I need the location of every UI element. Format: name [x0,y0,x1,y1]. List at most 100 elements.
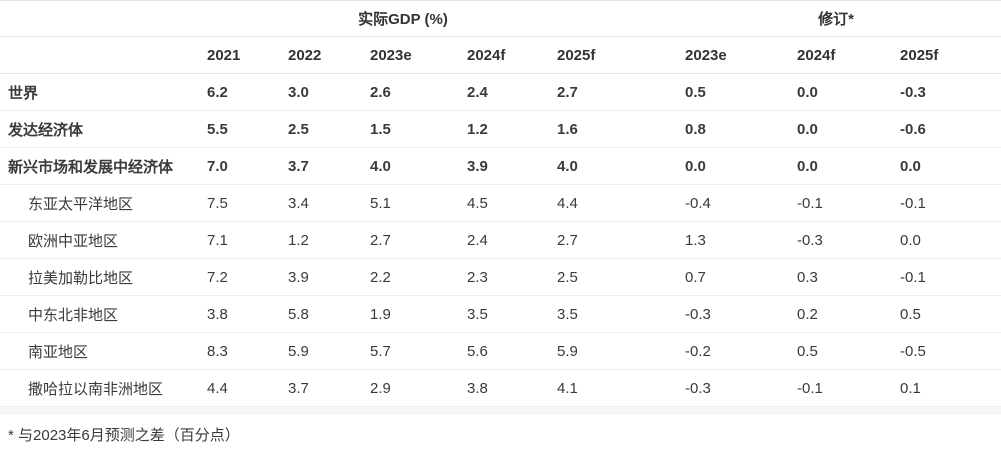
group-header-row: 实际GDP (%) 修订* [0,1,1001,37]
value-cell: 7.5 [207,194,228,212]
value-cell: 2.7 [370,231,391,249]
value-cell: 0.2 [797,305,818,323]
value-cell: -0.3 [685,305,711,323]
value-cell: 2.7 [557,83,578,101]
value-cell: 0.8 [685,120,706,138]
value-cell: 0.0 [797,120,818,138]
table-row: 中东北非地区 3.8 5.8 1.9 3.5 3.5 -0.3 0.2 0.5 [0,296,1001,333]
value-cell: 2.5 [288,120,309,138]
table-row: 世界 6.2 3.0 2.6 2.4 2.7 0.5 0.0 -0.3 [0,74,1001,111]
value-cell: 3.9 [288,268,309,286]
value-cell: 1.2 [288,231,309,249]
value-cell: -0.3 [900,83,926,101]
value-cell: 4.4 [557,194,578,212]
value-cell: 3.7 [288,157,309,175]
year-header-spacer [0,37,207,74]
value-cell: 7.2 [207,268,228,286]
value-cell: 0.0 [685,157,706,175]
row-label: 发达经济体 [8,121,84,139]
value-cell: -0.3 [797,231,823,249]
value-cell: 8.3 [207,342,228,360]
value-cell: 0.5 [797,342,818,360]
value-cell: 1.5 [370,120,391,138]
value-cell: -0.2 [685,342,711,360]
value-cell: 3.7 [288,379,309,397]
group-header-real-gdp: 实际GDP (%) [358,11,448,28]
gdp-forecast-table: 实际GDP (%) 修订* 2021 2022 2023e 2024f 2025f 202… [0,0,1001,407]
row-label: 拉美加勒比地区 [28,269,134,287]
value-cell: 3.0 [288,83,309,101]
value-cell: 3.9 [467,157,488,175]
table-row: 拉美加勒比地区 7.2 3.9 2.2 2.3 2.5 0.7 0.3 -0.1 [0,259,1001,296]
value-cell: 2.4 [467,83,488,101]
value-cell: 0.0 [797,83,818,101]
value-cell: 5.8 [288,305,309,323]
value-cell: 4.4 [207,379,228,397]
value-cell: -0.1 [900,194,926,212]
year-header-5-2023e: 2023e [685,46,727,64]
value-cell: 0.7 [685,268,706,286]
value-cell: 3.8 [207,305,228,323]
table-row: 发达经济体 5.5 2.5 1.5 1.2 1.6 0.8 0.0 -0.6 [0,111,1001,148]
value-cell: 3.8 [467,379,488,397]
value-cell: 2.3 [467,268,488,286]
value-cell: 0.5 [900,305,921,323]
year-header-7-2025f: 2025f [900,46,939,64]
value-cell: 5.9 [557,342,578,360]
group-header-revision: 修订* [818,11,854,28]
value-cell: -0.5 [900,342,926,360]
value-cell: 2.5 [557,268,578,286]
value-cell: 0.0 [797,157,818,175]
divider-band [0,407,1001,415]
table-row: 新兴市场和发展中经济体 7.0 3.7 4.0 3.9 4.0 0.0 0.0 0.0 [0,148,1001,185]
year-header-2-2023e: 2023e [370,46,412,64]
table-row: 东亚太平洋地区 7.5 3.4 5.1 4.5 4.4 -0.4 -0.1 -0.1 [0,185,1001,222]
row-label: 世界 [8,84,39,102]
value-cell: 1.6 [557,120,578,138]
value-cell: -0.1 [797,379,823,397]
row-label: 南亚地区 [28,343,89,361]
value-cell: 5.1 [370,194,391,212]
value-cell: -0.4 [685,194,711,212]
value-cell: 3.5 [557,305,578,323]
value-cell: 2.9 [370,379,391,397]
value-cell: 0.3 [797,268,818,286]
year-header-3-2024f: 2024f [467,46,506,64]
value-cell: 5.5 [207,120,228,138]
value-cell: 1.3 [685,231,706,249]
value-cell: 4.0 [370,157,391,175]
row-label: 中东北非地区 [28,306,119,324]
table-row: 撒哈拉以南非洲地区 4.4 3.7 2.9 3.8 4.1 -0.3 -0.1 0.1 [0,370,1001,407]
value-cell: 0.0 [900,157,921,175]
value-cell: 0.0 [900,231,921,249]
footnote: * 与2023年6月预测之差（百分点） [8,427,240,444]
year-header-6-2024f: 2024f [797,46,836,64]
value-cell: 5.7 [370,342,391,360]
value-cell: 1.9 [370,305,391,323]
value-cell: 5.6 [467,342,488,360]
value-cell: 4.5 [467,194,488,212]
value-cell: 6.2 [207,83,228,101]
row-label: 新兴市场和发展中经济体 [8,158,174,176]
value-cell: 5.9 [288,342,309,360]
value-cell: 2.4 [467,231,488,249]
table-row: 南亚地区 8.3 5.9 5.7 5.6 5.9 -0.2 0.5 -0.5 [0,333,1001,370]
year-header-4-2025f: 2025f [557,46,596,64]
value-cell: 0.1 [900,379,921,397]
group-header-spacer [0,1,207,37]
year-header-row: 2021 2022 2023e 2024f 2025f 2023e 2024f 2025f [0,37,1001,74]
table-row: 欧洲中亚地区 7.1 1.2 2.7 2.4 2.7 1.3 -0.3 0.0 [0,222,1001,259]
value-cell: 1.2 [467,120,488,138]
value-cell: 2.7 [557,231,578,249]
value-cell: 2.2 [370,268,391,286]
value-cell: 7.0 [207,157,228,175]
row-label: 撒哈拉以南非洲地区 [28,380,164,398]
value-cell: -0.1 [900,268,926,286]
value-cell: -0.6 [900,120,926,138]
year-header-1-2022: 2022 [288,46,322,64]
row-label: 欧洲中亚地区 [28,232,119,250]
value-cell: 3.5 [467,305,488,323]
value-cell: 4.0 [557,157,578,175]
value-cell: 4.1 [557,379,578,397]
